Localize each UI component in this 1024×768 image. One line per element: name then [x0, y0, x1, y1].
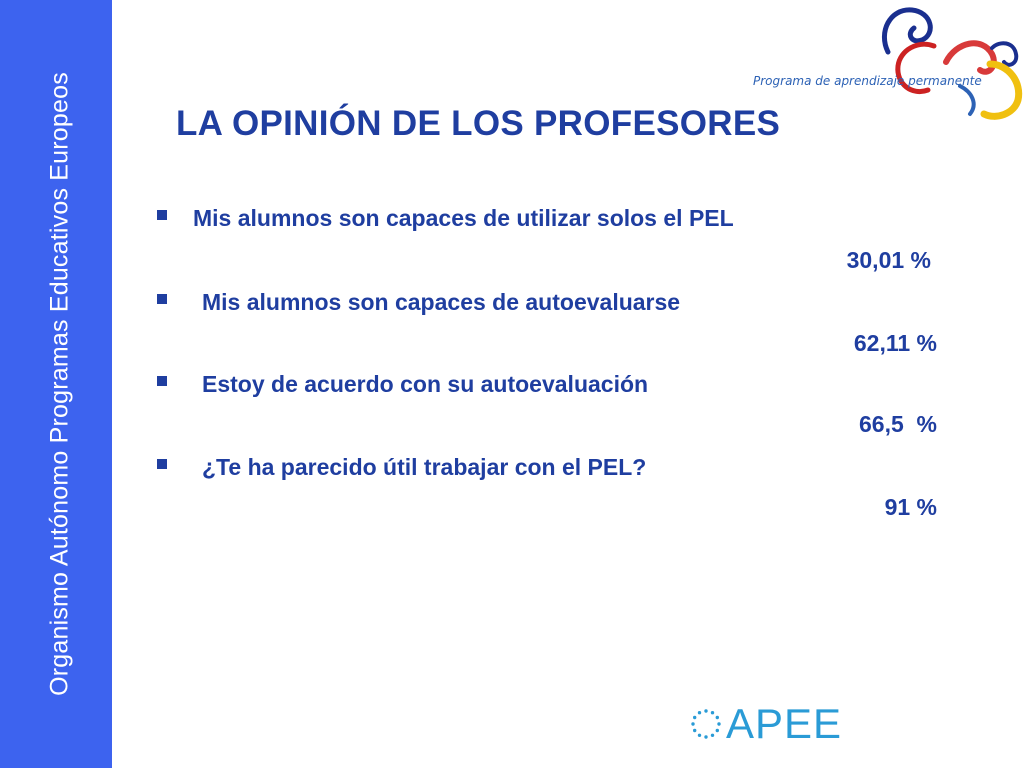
bullet-icon [157, 210, 167, 220]
bullet-icon [157, 294, 167, 304]
bullet-icon [157, 376, 167, 386]
list-item-value: 91 % [884, 494, 937, 520]
bullet-icon [157, 459, 167, 469]
list-item-value: 66,5 % [859, 411, 937, 437]
slide-title: LA OPINIÓN DE LOS PROFESORES [176, 104, 781, 143]
list-item-value: 62,11 % [853, 330, 937, 356]
list-item-text: Estoy de acuerdo con su autoevaluación [202, 371, 649, 397]
apee-logo: APEE [690, 700, 842, 748]
list-item-text: ¿Te ha parecido útil trabajar con el PEL… [202, 454, 647, 480]
eu-stars-icon [691, 709, 721, 739]
logo-caption: Programa de aprendizaje permanente [753, 74, 982, 88]
list-item-text: Mis alumnos son capaces de autoevaluarse [202, 289, 681, 315]
list-item-text: Mis alumnos son capaces de utilizar solo… [193, 205, 734, 231]
apee-text: APEE [726, 700, 843, 747]
llp-swirl-logo-icon [881, 7, 1023, 120]
list-item-value: 30,01 % [846, 247, 931, 273]
sidebar: Organismo Autónomo Programas Educativos … [0, 0, 112, 768]
